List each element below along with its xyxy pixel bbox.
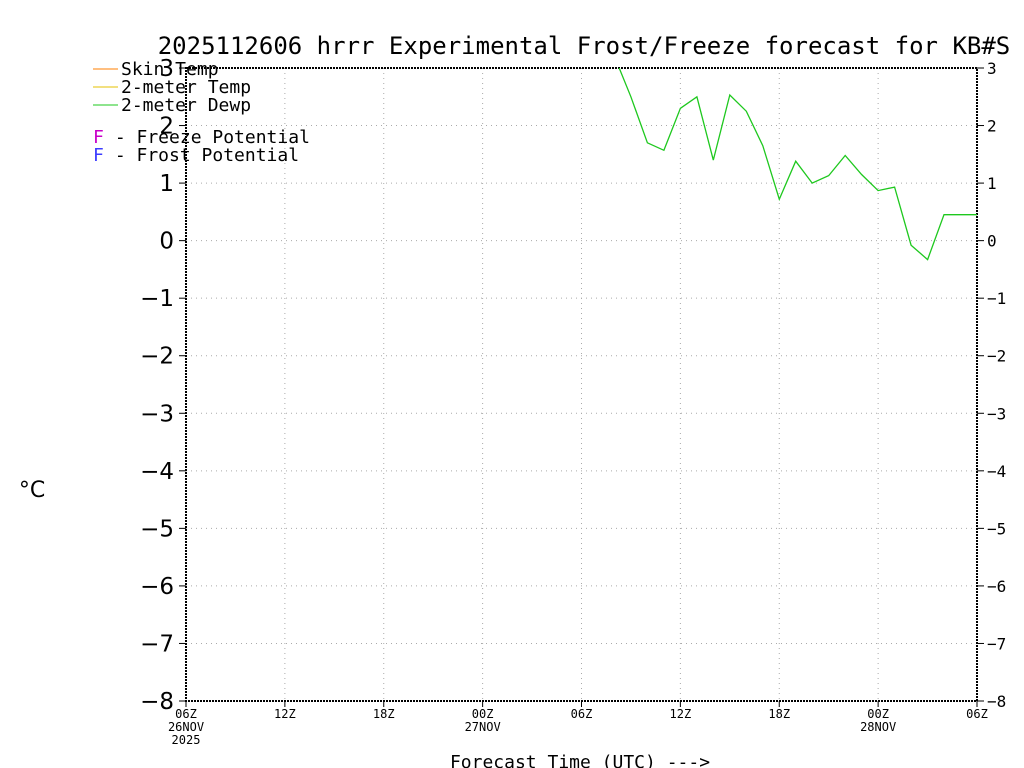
legend-freeze-text: - Freeze Potential — [104, 127, 310, 148]
y-tick-label-left: −5 — [140, 516, 174, 542]
y-tick-label-left: 2 — [159, 114, 174, 140]
y-tick-label-left: 3 — [159, 56, 174, 82]
x-tick-date: 28NOV — [860, 720, 896, 734]
y-axis-label: °C — [19, 478, 45, 503]
x-axis-label: Forecast Time (UTC) ---> — [450, 752, 710, 768]
x-tick-label: 12Z — [274, 707, 296, 721]
y-tick-label-right: −6 — [987, 577, 1006, 596]
y-tick-label-left: −3 — [140, 401, 174, 427]
legend: Skin Temp 2-meter Temp 2-meter Dewp F - … — [93, 59, 310, 166]
y-tick-label-right: −5 — [987, 519, 1006, 538]
legend-skin-temp: Skin Temp — [121, 59, 219, 80]
y-tick-label-right: 3 — [987, 59, 997, 78]
y-axis-left: 3 2 1 0 −1 −2 −3 −4 −5 −6 −7 −8 — [140, 56, 186, 715]
y-tick-label-left: −8 — [140, 689, 174, 715]
y-tick-label-right: −2 — [987, 347, 1006, 366]
series-layer — [618, 68, 977, 261]
legend-2m-temp: 2-meter Temp — [121, 77, 251, 98]
series-line-2-meter-dewp — [618, 68, 977, 261]
legend-frost-marker: F — [93, 145, 104, 166]
x-tick-label: 18Z — [768, 707, 790, 721]
x-tick-date: 27NOV — [465, 720, 501, 734]
x-tick-label: 06Z — [175, 707, 197, 721]
x-tick-year: 2025 — [172, 733, 201, 747]
x-tick-label: 00Z — [472, 707, 494, 721]
y-tick-label-left: 1 — [159, 171, 174, 197]
legend-freeze-marker: F — [93, 127, 104, 148]
y-tick-label-left: −2 — [140, 344, 174, 370]
y-tick-label-right: 2 — [987, 117, 997, 136]
y-tick-label-right: 1 — [987, 174, 997, 193]
x-tick-label: 18Z — [373, 707, 395, 721]
gridlines — [186, 68, 977, 701]
y-tick-label-left: −1 — [140, 286, 174, 312]
y-tick-label-right: −1 — [987, 289, 1006, 308]
y-tick-label-left: −6 — [140, 574, 174, 600]
x-tick-label: 12Z — [670, 707, 692, 721]
y-tick-label-right: −3 — [987, 404, 1006, 423]
x-tick-label: 06Z — [966, 707, 988, 721]
x-tick-date: 26NOV — [168, 720, 204, 734]
y-tick-label-right: −4 — [987, 462, 1006, 481]
plot-frame — [185, 67, 978, 702]
x-tick-label: 06Z — [571, 707, 593, 721]
y-tick-label-left: 0 — [159, 229, 174, 255]
chart-title: 2025112606 hrrr Experimental Frost/Freez… — [158, 32, 1011, 60]
y-tick-label-right: −8 — [987, 692, 1006, 711]
x-tick-label: 00Z — [867, 707, 889, 721]
y-axis-right: 3 2 1 0 −1 −2 −3 −4 −5 −6 −7 −8 — [977, 59, 1006, 711]
legend-frost-text: - Frost Potential — [104, 145, 299, 166]
y-tick-label-left: −4 — [140, 459, 174, 485]
y-tick-label-right: −7 — [987, 634, 1006, 653]
legend-2m-dewp: 2-meter Dewp — [121, 95, 251, 116]
y-tick-label-right: 0 — [987, 232, 997, 251]
y-tick-label-left: −7 — [140, 631, 174, 657]
